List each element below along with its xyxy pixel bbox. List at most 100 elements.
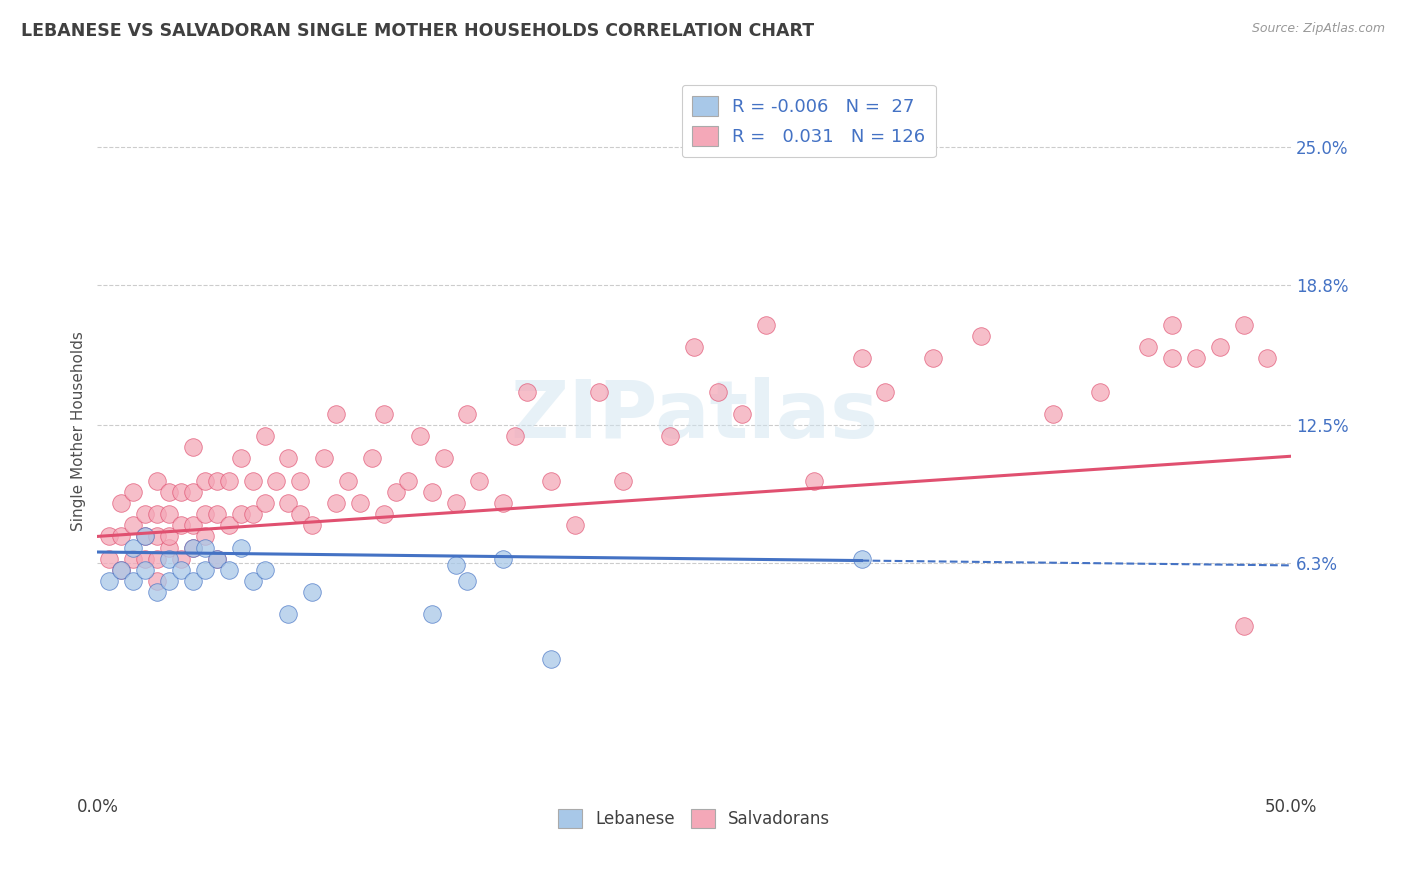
Point [1208, 340, 1230, 354]
Point [588, 384, 610, 399]
Point [98, 551, 121, 566]
Point [444, 496, 467, 510]
Point [194, 563, 217, 577]
Point [122, 541, 145, 555]
Point [325, 407, 347, 421]
Point [242, 507, 264, 521]
Point [803, 474, 825, 488]
Point [122, 574, 145, 588]
Point [122, 551, 145, 566]
Point [492, 496, 515, 510]
Point [110, 529, 132, 543]
Point [433, 451, 456, 466]
Point [851, 351, 873, 366]
Point [134, 551, 156, 566]
Point [181, 541, 204, 555]
Y-axis label: Single Mother Households: Single Mother Households [72, 331, 86, 531]
Point [361, 451, 384, 466]
Point [205, 551, 228, 566]
Point [659, 429, 682, 443]
Point [181, 541, 204, 555]
Point [157, 541, 180, 555]
Point [1232, 318, 1254, 332]
Point [851, 551, 873, 566]
Point [218, 563, 240, 577]
Point [1256, 351, 1278, 366]
Point [922, 351, 945, 366]
Point [385, 484, 408, 499]
Point [157, 574, 180, 588]
Point [1161, 351, 1184, 366]
Point [612, 474, 634, 488]
Point [170, 563, 193, 577]
Point [468, 474, 491, 488]
Point [540, 474, 562, 488]
Point [349, 496, 371, 510]
Point [683, 340, 706, 354]
Point [134, 529, 156, 543]
Point [492, 551, 515, 566]
Point [181, 574, 204, 588]
Point [290, 474, 312, 488]
Point [242, 474, 264, 488]
Point [146, 474, 169, 488]
Point [875, 384, 897, 399]
Point [218, 518, 240, 533]
Point [253, 496, 276, 510]
Point [110, 496, 132, 510]
Point [122, 518, 145, 533]
Point [229, 507, 252, 521]
Point [755, 318, 778, 332]
Point [146, 529, 169, 543]
Point [409, 429, 432, 443]
Point [444, 558, 467, 573]
Point [181, 440, 204, 454]
Point [266, 474, 288, 488]
Point [325, 496, 347, 510]
Point [1161, 318, 1184, 332]
Point [157, 551, 180, 566]
Point [205, 474, 228, 488]
Point [157, 529, 180, 543]
Point [373, 507, 395, 521]
Point [170, 484, 193, 499]
Point [1042, 407, 1064, 421]
Legend: Lebanese, Salvadorans: Lebanese, Salvadorans [551, 803, 837, 835]
Point [170, 518, 193, 533]
Point [277, 496, 299, 510]
Point [503, 429, 526, 443]
Point [290, 507, 312, 521]
Point [301, 518, 323, 533]
Point [731, 407, 754, 421]
Point [253, 563, 276, 577]
Point [229, 541, 252, 555]
Point [1137, 340, 1160, 354]
Point [157, 484, 180, 499]
Point [564, 518, 586, 533]
Point [337, 474, 360, 488]
Point [194, 529, 217, 543]
Point [205, 551, 228, 566]
Point [181, 518, 204, 533]
Point [146, 574, 169, 588]
Point [373, 407, 395, 421]
Text: LEBANESE VS SALVADORAN SINGLE MOTHER HOUSEHOLDS CORRELATION CHART: LEBANESE VS SALVADORAN SINGLE MOTHER HOU… [21, 22, 814, 40]
Point [218, 474, 240, 488]
Point [146, 507, 169, 521]
Text: ZIPatlas: ZIPatlas [510, 377, 879, 455]
Point [205, 507, 228, 521]
Point [194, 541, 217, 555]
Text: Source: ZipAtlas.com: Source: ZipAtlas.com [1251, 22, 1385, 36]
Point [229, 451, 252, 466]
Point [242, 574, 264, 588]
Point [98, 574, 121, 588]
Point [540, 652, 562, 666]
Point [1090, 384, 1112, 399]
Point [456, 574, 478, 588]
Point [707, 384, 730, 399]
Point [277, 607, 299, 622]
Point [420, 484, 443, 499]
Point [134, 563, 156, 577]
Point [194, 507, 217, 521]
Point [277, 451, 299, 466]
